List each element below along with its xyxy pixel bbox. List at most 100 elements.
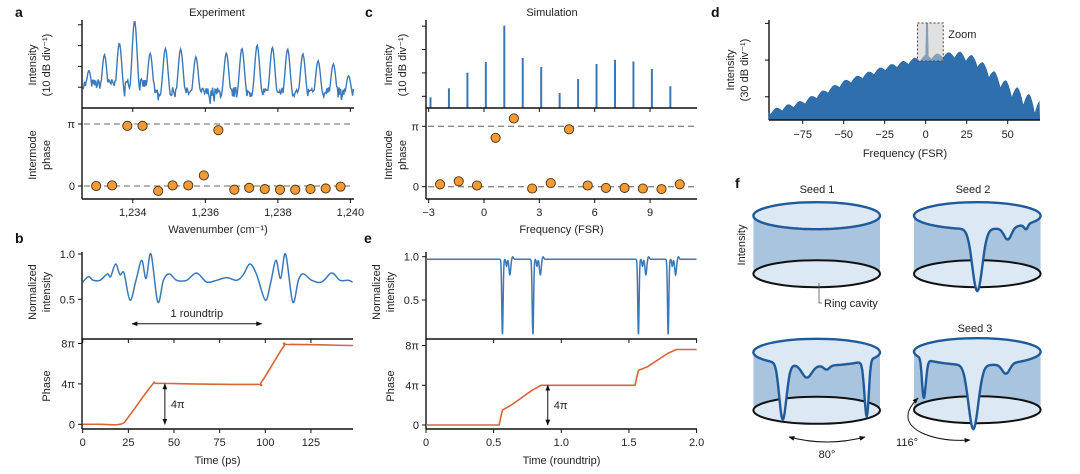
- x-axis-label: Time (ps): [194, 455, 240, 467]
- x-tick-label: 1,238: [264, 207, 292, 219]
- y-axis-label: intensity: [41, 271, 53, 312]
- y-axis-label: Intermode: [27, 130, 39, 180]
- x-tick-label: −50: [834, 129, 853, 141]
- intensity-profile-rim: [752, 201, 882, 231]
- phase-point: [122, 120, 133, 131]
- spectrum-area: [768, 23, 1041, 121]
- phase-point: [259, 184, 270, 195]
- x-tick-label: 1.0: [554, 437, 569, 449]
- y-tick-label: 4π: [405, 380, 419, 392]
- x-axis-label: Frequency (FSR): [863, 148, 947, 160]
- zoom-box: [917, 22, 944, 62]
- panel-label-e: e: [364, 230, 372, 246]
- phase-point: [508, 113, 519, 124]
- roundtrip-label: 1 roundtrip: [171, 308, 224, 320]
- panel-label-d: d: [711, 4, 720, 20]
- x-tick-label: 3: [536, 207, 542, 219]
- phase-point: [674, 179, 685, 190]
- y-axis-label: Normalized: [371, 264, 383, 320]
- x-tick-label: 1,234: [119, 207, 147, 219]
- phase-point: [564, 124, 575, 135]
- x-tick-label: 50: [1002, 129, 1014, 141]
- y-axis-label: (30 dB div⁻¹): [739, 39, 751, 102]
- panel-label-c: c: [365, 4, 373, 20]
- phase-point: [213, 125, 224, 136]
- phase-point: [545, 178, 556, 189]
- phase-point: [637, 183, 648, 194]
- seed-label: Seed 1: [800, 184, 835, 196]
- x-tick-label: 1,240: [337, 207, 365, 219]
- angle-label-116: 116°: [896, 437, 918, 449]
- y-tick-label: 4π: [61, 379, 75, 391]
- y-tick-label: 8π: [61, 339, 75, 351]
- phase-point: [274, 184, 286, 195]
- phase-point: [153, 185, 164, 197]
- y-axis-label: (10 dB div⁻¹): [41, 34, 53, 97]
- x-axis-label: Time (roundtrip): [523, 455, 601, 467]
- seed-label: Seed 3: [958, 323, 993, 335]
- normalized-intensity-line: [82, 253, 353, 304]
- phase-jump-label: 4π: [171, 399, 185, 411]
- phase-point: [490, 132, 501, 143]
- ring-cavity-leader: [818, 283, 822, 304]
- phase-point: [290, 184, 301, 195]
- phase-jump-label: 4π: [554, 400, 568, 412]
- y-tick-label: 0: [413, 420, 419, 432]
- angle-arrow-80: [788, 436, 866, 443]
- x-tick-label: 125: [302, 437, 320, 449]
- phase-point: [435, 179, 446, 190]
- y-tick-label: 0: [69, 419, 75, 431]
- y-axis-label: Phase: [41, 370, 53, 401]
- y-tick-label: π: [411, 121, 419, 133]
- x-tick-label: −25: [875, 129, 894, 141]
- x-axis-label: Frequency (FSR): [519, 224, 603, 236]
- y-tick-label: 8π: [405, 341, 419, 353]
- intensity-profile-rim: [912, 201, 1042, 293]
- phase-point: [229, 184, 240, 195]
- x-tick-label: −75: [793, 129, 812, 141]
- y-axis-label: Intensity: [383, 44, 395, 85]
- panel-title: Experiment: [189, 7, 245, 19]
- x-tick-label: 0: [80, 437, 86, 449]
- y-axis-label: intensity: [385, 271, 397, 312]
- phase-point: [320, 183, 331, 194]
- ring-cavity-label: Ring cavity: [824, 298, 878, 310]
- y-tick-label: 0.5: [404, 295, 419, 307]
- y-axis-label: phase: [41, 140, 53, 170]
- zoom-label: Zoom: [948, 29, 976, 41]
- x-axis-label: Wavenumber (cm⁻¹): [168, 224, 268, 236]
- phase-point: [137, 120, 148, 131]
- x-tick-label: −3: [422, 207, 435, 219]
- y-axis-label: Intensity: [27, 44, 39, 85]
- y-axis-label: phase: [397, 140, 409, 170]
- y-tick-label: π: [67, 119, 75, 131]
- phase-point: [198, 170, 209, 181]
- phase-point: [167, 180, 178, 191]
- panel-label-b: b: [15, 230, 24, 246]
- y-axis-label: Intensity: [725, 49, 737, 90]
- intensity-profile-rim: [752, 337, 882, 421]
- x-tick-label: 2.0: [689, 437, 704, 449]
- y-tick-label: 1.0: [60, 249, 75, 261]
- x-tick-label: 1,236: [192, 207, 220, 219]
- phase-point: [91, 180, 102, 192]
- y-tick-label: 0: [413, 182, 419, 194]
- ring-cavity-ellipse: [752, 259, 882, 289]
- phase-point: [656, 184, 667, 195]
- phase-point: [619, 182, 630, 193]
- x-tick-label: 25: [122, 437, 134, 449]
- y-axis-label: Intensity: [736, 224, 748, 265]
- phase-point: [600, 182, 612, 193]
- normalized-intensity-line: [426, 255, 697, 335]
- phase-point: [305, 184, 316, 195]
- x-tick-label: 0: [481, 207, 487, 219]
- phase-line: [426, 348, 697, 426]
- y-axis-label: Normalized: [27, 264, 39, 320]
- seed-label: Seed 2: [956, 184, 991, 196]
- phase-point: [183, 180, 194, 191]
- x-tick-label: 0.5: [486, 437, 501, 449]
- x-tick-label: 25: [961, 129, 973, 141]
- phase-point: [107, 180, 118, 191]
- phase-point: [471, 180, 483, 191]
